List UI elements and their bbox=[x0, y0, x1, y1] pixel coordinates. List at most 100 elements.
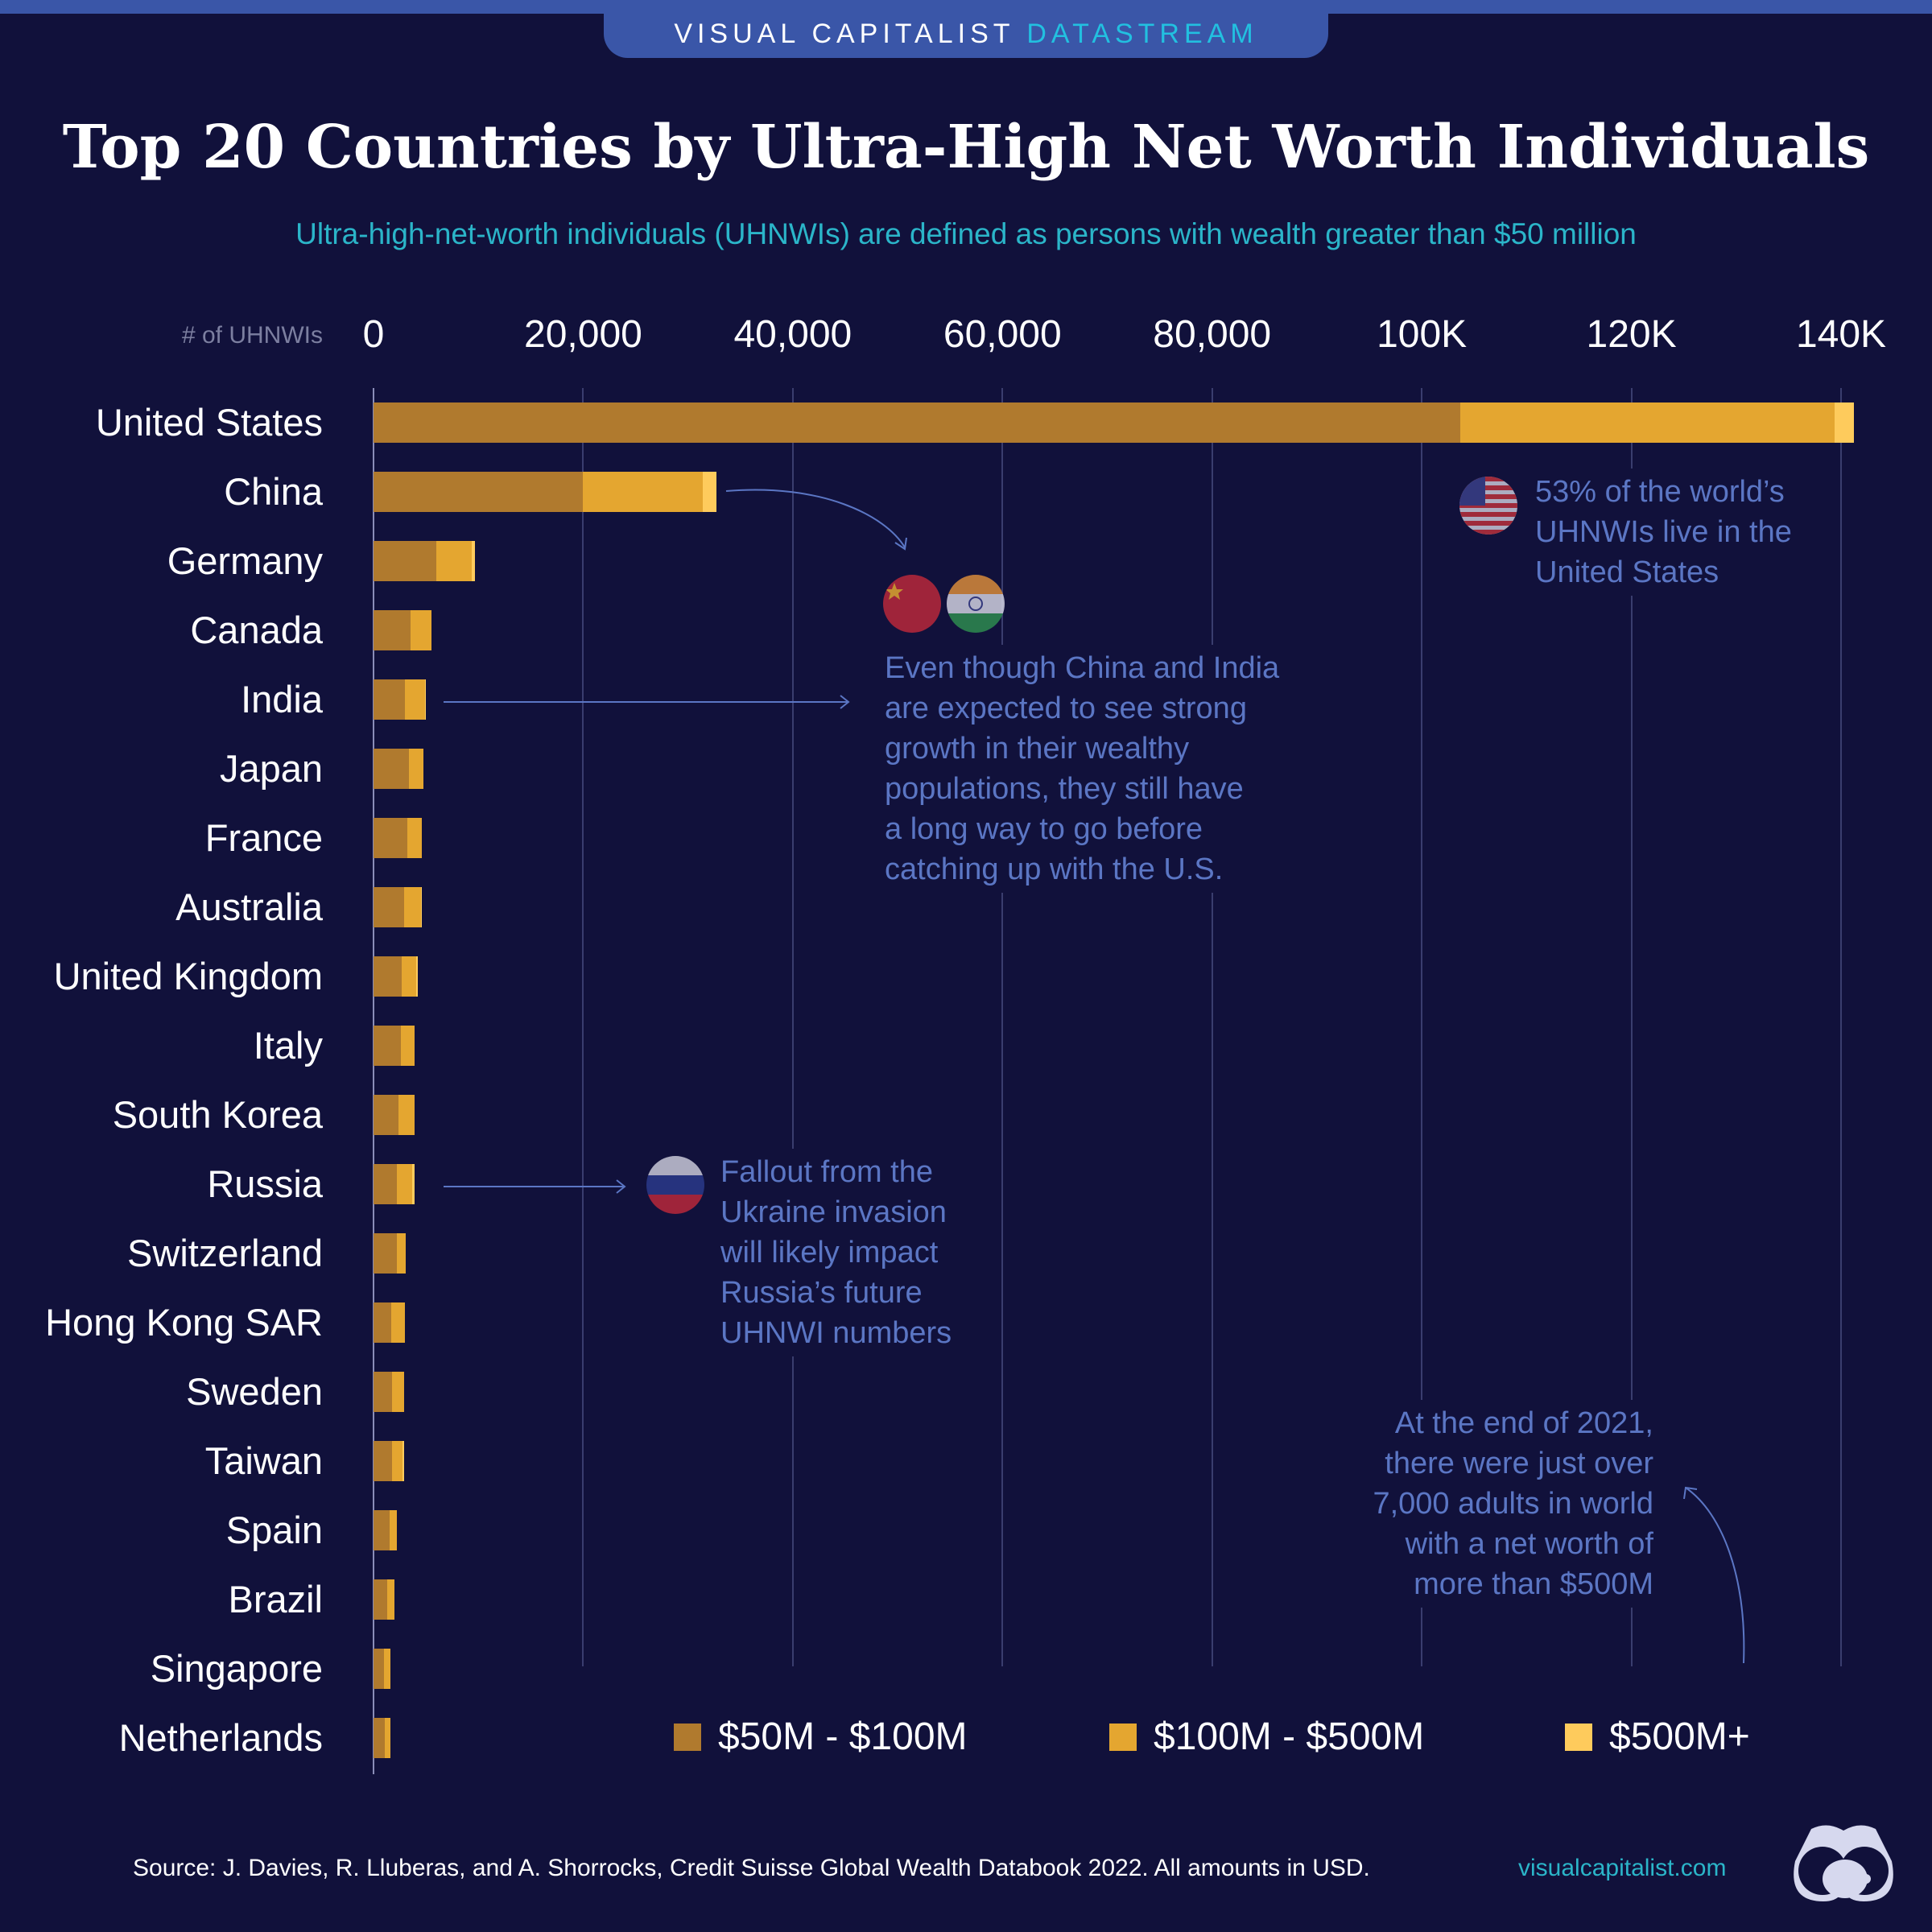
bar-segment bbox=[374, 818, 407, 858]
bar-segment bbox=[1835, 402, 1854, 443]
us-annotation-line: United States bbox=[1535, 555, 1719, 589]
us-annotation: 53% of the world’s UHNWIs live in the Unit… bbox=[1535, 469, 1792, 596]
china-arrowhead bbox=[894, 537, 907, 551]
bar-segment bbox=[385, 1718, 390, 1758]
gridline bbox=[1001, 388, 1004, 1666]
world-arrow bbox=[1685, 1487, 1745, 1664]
tick-label: 40,000 bbox=[733, 313, 852, 356]
country-label: Russia bbox=[207, 1162, 323, 1205]
country-label: Netherlands bbox=[118, 1716, 323, 1759]
us-annotation-line: UHNWIs live in the bbox=[1535, 515, 1792, 549]
country-label: United Kingdom bbox=[53, 955, 323, 997]
bar-segment bbox=[398, 1095, 415, 1135]
bar-segment bbox=[424, 679, 427, 720]
world-annotation-line: 7,000 adults in world bbox=[1373, 1487, 1653, 1521]
bar-segment bbox=[384, 1649, 390, 1689]
gridline bbox=[791, 388, 794, 1666]
bar-segment bbox=[386, 1579, 395, 1620]
bar-segment bbox=[392, 1441, 403, 1481]
bar-segment bbox=[374, 1164, 397, 1204]
bar-segment bbox=[374, 749, 410, 789]
gridline bbox=[1211, 388, 1213, 1666]
bar-segment bbox=[374, 610, 411, 650]
bar-segment bbox=[374, 1026, 401, 1066]
russia-annotation-line: UHNWI numbers bbox=[720, 1316, 952, 1350]
country-label: Switzerland bbox=[127, 1232, 323, 1274]
tick-label: 20,000 bbox=[524, 313, 642, 356]
source-note: Source: J. Davies, R. Lluberas, and A. S… bbox=[133, 1855, 1370, 1881]
china-india-annotation-line: catching up with the U.S. bbox=[885, 852, 1224, 886]
bar-segment bbox=[396, 1164, 413, 1204]
legend-swatch bbox=[674, 1724, 701, 1751]
russia-annotation-line: will likely impact bbox=[720, 1236, 939, 1269]
bar-segment bbox=[374, 1372, 393, 1412]
bar-segment bbox=[389, 1510, 397, 1550]
russia-arrowhead bbox=[616, 1179, 626, 1194]
bar-segment bbox=[702, 472, 716, 512]
country-label: Germany bbox=[167, 539, 323, 582]
axis-label: # of UHNWIs bbox=[181, 322, 323, 349]
russia-annotation: Fallout from the Ukraine invasion will lik… bbox=[720, 1149, 952, 1356]
world-annotation: At the end of 2021, there were just over 7… bbox=[1373, 1400, 1653, 1608]
bar-segment bbox=[403, 887, 421, 927]
bar-segment bbox=[407, 818, 422, 858]
country-label: Taiwan bbox=[204, 1439, 323, 1482]
bar-segment bbox=[374, 1441, 393, 1481]
tick-label: 120K bbox=[1586, 313, 1677, 356]
bar-segment bbox=[374, 1233, 397, 1274]
bar-segment bbox=[472, 541, 476, 581]
world-annotation-line: with a net worth of bbox=[1405, 1527, 1653, 1561]
bar-segment bbox=[400, 1026, 415, 1066]
bar-segment bbox=[1460, 402, 1835, 443]
bar-segment bbox=[374, 1718, 386, 1758]
legend-label: $100M - $500M bbox=[1154, 1715, 1425, 1758]
bar-segment bbox=[409, 749, 424, 789]
country-label: Singapore bbox=[150, 1647, 323, 1690]
china-india-annotation-line: a long way to go before bbox=[885, 812, 1203, 846]
bar-segment bbox=[391, 1302, 406, 1343]
bar-segment bbox=[583, 472, 703, 512]
brand-tab: VISUAL CAPITALIST DATASTREAM bbox=[604, 0, 1328, 58]
x-axis-baseline bbox=[373, 388, 374, 1774]
bar-segment bbox=[402, 1441, 404, 1481]
country-label: Spain bbox=[225, 1509, 323, 1551]
world-annotation-line: At the end of 2021, bbox=[1394, 1406, 1653, 1440]
country-label: Canada bbox=[190, 609, 323, 651]
bar-segment bbox=[374, 1302, 392, 1343]
chart-title: Top 20 Countries by Ultra-High Net Worth… bbox=[62, 113, 1870, 182]
country-label: Italy bbox=[253, 1024, 323, 1067]
tick-label: 0 bbox=[362, 313, 385, 356]
russia-annotation-line: Fallout from the bbox=[720, 1155, 933, 1189]
visual-capitalist-logo bbox=[1794, 1825, 1893, 1901]
gridline bbox=[1840, 388, 1842, 1666]
country-label: South Korea bbox=[112, 1093, 323, 1136]
bar-segment bbox=[374, 1579, 387, 1620]
us-annotation-line: 53% of the world’s bbox=[1535, 475, 1785, 509]
legend-swatch bbox=[1565, 1724, 1592, 1751]
country-label: United States bbox=[95, 401, 323, 444]
india-arrowhead bbox=[840, 695, 850, 709]
bar-segment bbox=[405, 679, 425, 720]
bar-segment bbox=[374, 402, 1461, 443]
country-label: France bbox=[204, 816, 323, 859]
russia-annotation-line: Ukraine invasion bbox=[720, 1195, 947, 1229]
bar-segment bbox=[374, 1510, 390, 1550]
tick-label: 140K bbox=[1795, 313, 1887, 356]
bar-segment bbox=[402, 956, 417, 997]
bar-segment bbox=[374, 887, 404, 927]
world-annotation-line: more than $500M bbox=[1414, 1567, 1653, 1601]
country-label: Sweden bbox=[186, 1370, 323, 1413]
gridline bbox=[582, 388, 584, 1666]
site-link[interactable]: visualcapitalist.com bbox=[1518, 1855, 1727, 1881]
china-arrow bbox=[725, 489, 906, 548]
country-label: India bbox=[241, 678, 323, 720]
bar-segment bbox=[412, 1164, 415, 1204]
bar-segment bbox=[410, 610, 431, 650]
india-flag-icon bbox=[947, 575, 1005, 633]
world-arrowhead bbox=[1683, 1486, 1698, 1500]
legend-swatch bbox=[1109, 1724, 1137, 1751]
tick-label: 80,000 bbox=[1153, 313, 1272, 356]
china-india-annotation-line: are expected to see strong bbox=[885, 691, 1247, 725]
gridline bbox=[1630, 388, 1633, 1666]
